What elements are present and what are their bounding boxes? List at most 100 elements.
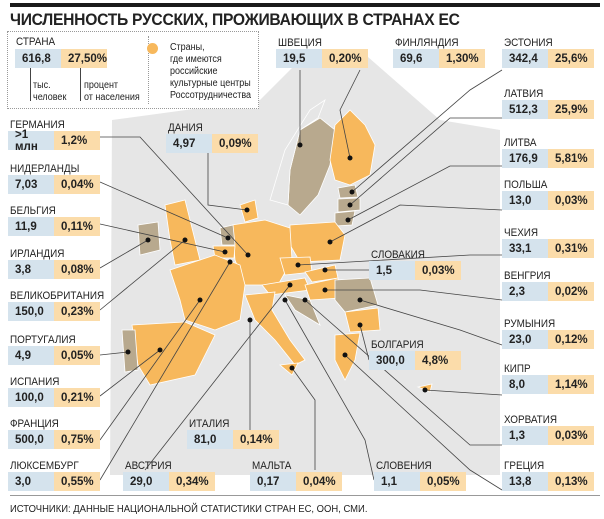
- country-value: 1,1: [374, 472, 420, 491]
- country-percent: 0,03%: [548, 426, 594, 445]
- country-name: ВЕЛИКОБРИТАНИЯ: [10, 290, 105, 302]
- country-value: 500,0: [8, 430, 54, 449]
- country-percent: 0,05%: [420, 472, 466, 491]
- country-value: 3,0: [8, 472, 54, 491]
- country-value: 300,0: [369, 351, 415, 370]
- country-value: 1,3: [502, 426, 548, 445]
- country-estonia: [337, 184, 359, 199]
- country-value: 69,6: [393, 49, 439, 68]
- country-name: МАЛЬТА: [252, 460, 292, 472]
- country-data-box: 13,8 0,13%: [502, 472, 594, 491]
- country-value: 2,3: [502, 282, 548, 301]
- country-netherlands: [219, 224, 236, 246]
- country-value: 81,0: [187, 430, 233, 449]
- country-value: 0,17: [250, 472, 296, 491]
- country-value: 4,97: [166, 134, 212, 153]
- country-percent: 25,6%: [548, 49, 594, 68]
- country-name: ПОЛЬША: [504, 179, 548, 191]
- country-percent: 0,04%: [54, 175, 100, 194]
- country-name: СЛОВАКИЯ: [371, 249, 425, 261]
- country-percent: 0,13%: [548, 472, 594, 491]
- country-data-box: >1 млн 1,2%: [8, 129, 100, 153]
- country-name: ЛАТВИЯ: [504, 88, 544, 100]
- country-value: 13,0: [502, 191, 548, 210]
- country-data-box: 33,1 0,31%: [502, 239, 594, 258]
- page-title: ЧИСЛЕННОСТЬ РУССКИХ, ПРОЖИВАЮЩИХ В СТРАН…: [10, 10, 460, 29]
- country-percent: 0,14%: [233, 430, 279, 449]
- legend-percent: 27,50%: [61, 49, 107, 68]
- country-percent: 0,21%: [54, 388, 100, 407]
- country-name: ВЕНГРИЯ: [504, 270, 551, 282]
- country-data-box: 3,0 0,55%: [8, 472, 100, 491]
- country-percent: 5,81%: [548, 149, 594, 168]
- country-name: ИТАЛИЯ: [189, 418, 230, 430]
- country-data-box: 13,0 0,03%: [502, 191, 594, 210]
- country-bulgaria: [344, 307, 381, 333]
- country-poland: [289, 221, 346, 263]
- rossotrudnichestvo-marker-icon: [147, 43, 158, 54]
- country-name: БЕЛЬГИЯ: [10, 205, 56, 217]
- country-percent: 1,14%: [548, 375, 594, 394]
- country-percent: 0,12%: [548, 330, 594, 349]
- country-name: ИРЛАНДИЯ: [10, 248, 65, 260]
- country-norway: [269, 98, 326, 206]
- country-value: 3,8: [8, 260, 54, 279]
- country-finland: [329, 109, 376, 186]
- country-name: ИСПАНИЯ: [10, 376, 60, 388]
- country-data-box: 4,9 0,05%: [8, 346, 100, 365]
- country-percent: 0,75%: [54, 430, 100, 449]
- country-lithuania: [334, 210, 356, 227]
- country-percent: 0,34%: [169, 472, 215, 491]
- country-name: ШВЕЦИЯ: [278, 37, 322, 49]
- country-value: 4,9: [8, 346, 54, 365]
- country-romania: [334, 277, 379, 313]
- country-name: ФИНЛЯНДИЯ: [395, 37, 459, 49]
- country-data-box: 150,0 0,23%: [8, 302, 100, 321]
- country-value: 13,8: [502, 472, 548, 491]
- country-percent: 1,2%: [54, 131, 100, 150]
- country-name: КИПР: [504, 363, 531, 375]
- capital-dots: [125, 142, 428, 393]
- country-data-box: 1,1 0,05%: [374, 472, 466, 491]
- country-data-box: 81,0 0,14%: [187, 430, 279, 449]
- country-data-box: 4,97 0,09%: [166, 134, 258, 153]
- leader-lines: [99, 69, 503, 491]
- country-percent: 0,04%: [296, 472, 342, 491]
- country-croatia: [284, 294, 321, 326]
- country-name: ЧЕХИЯ: [504, 227, 539, 239]
- country-value: 176,9: [502, 149, 548, 168]
- country-name: АВСТРИЯ: [125, 460, 172, 472]
- country-value: 8,0: [502, 375, 548, 394]
- country-percent: 0,31%: [548, 239, 594, 258]
- country-data-box: 1,3 0,03%: [502, 426, 594, 445]
- country-name: ГЕРМАНИЯ: [10, 119, 65, 131]
- country-france: [169, 254, 246, 331]
- legend-marker-text: Страны, где имеются российские культурные ц…: [170, 42, 251, 101]
- country-name: НИДЕРЛАНДЫ: [10, 163, 80, 175]
- country-percent: 0,09%: [212, 134, 258, 153]
- country-value: 342,4: [502, 49, 548, 68]
- country-value: >1 млн: [8, 129, 54, 153]
- country-percent: 0,23%: [54, 302, 100, 321]
- country-percent: 25,9%: [548, 100, 594, 119]
- country-data-box: 342,4 25,6%: [502, 49, 594, 68]
- country-name: СЛОВЕНИЯ: [376, 460, 432, 472]
- country-data-box: 7,03 0,04%: [8, 175, 100, 194]
- country-percent: 0,02%: [548, 282, 594, 301]
- country-data-box: 19,5 0,20%: [276, 49, 368, 68]
- country-name: ЛИТВА: [504, 137, 537, 149]
- country-name: ГРЕЦИЯ: [504, 460, 545, 472]
- country-value: 23,0: [502, 330, 548, 349]
- country-data-box: 29,0 0,34%: [123, 472, 215, 491]
- country-data-box: 3,8 0,08%: [8, 260, 100, 279]
- country-data-box: 23,0 0,12%: [502, 330, 594, 349]
- country-data-box: 176,9 5,81%: [502, 149, 594, 168]
- country-name: ЭСТОНИЯ: [504, 37, 553, 49]
- country-data-box: 69,6 1,30%: [393, 49, 485, 68]
- country-value: 11,9: [8, 217, 54, 236]
- country-percent: 1,30%: [439, 49, 485, 68]
- country-value: 19,5: [276, 49, 322, 68]
- country-name: БОЛГАРИЯ: [371, 339, 424, 351]
- country-value: 512,3: [502, 100, 548, 119]
- country-value: 100,0: [8, 388, 54, 407]
